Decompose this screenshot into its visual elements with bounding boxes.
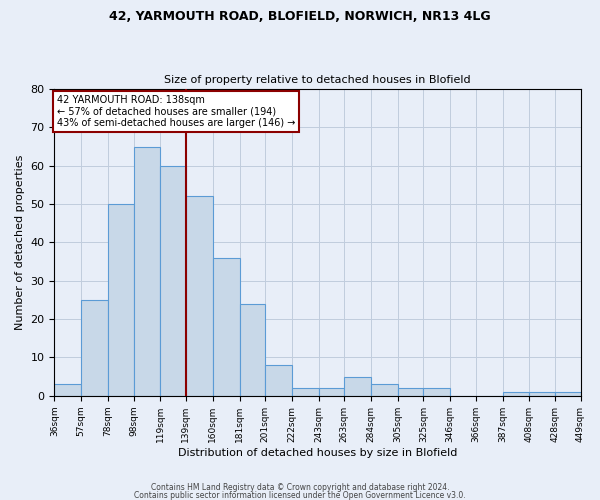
Bar — [344, 376, 371, 396]
Bar — [134, 146, 160, 396]
X-axis label: Distribution of detached houses by size in Blofield: Distribution of detached houses by size … — [178, 448, 457, 458]
Text: Contains HM Land Registry data © Crown copyright and database right 2024.: Contains HM Land Registry data © Crown c… — [151, 484, 449, 492]
Bar — [265, 365, 292, 396]
Bar — [529, 392, 555, 396]
Bar — [292, 388, 319, 396]
Bar — [55, 384, 81, 396]
Bar — [213, 258, 239, 396]
Bar — [319, 388, 344, 396]
Text: Contains public sector information licensed under the Open Government Licence v3: Contains public sector information licen… — [134, 490, 466, 500]
Bar — [424, 388, 450, 396]
Bar — [371, 384, 398, 396]
Text: 42 YARMOUTH ROAD: 138sqm
← 57% of detached houses are smaller (194)
43% of semi-: 42 YARMOUTH ROAD: 138sqm ← 57% of detach… — [57, 95, 295, 128]
Bar — [81, 300, 108, 396]
Bar — [160, 166, 186, 396]
Bar — [239, 304, 265, 396]
Bar — [186, 196, 213, 396]
Bar — [108, 204, 134, 396]
Bar — [503, 392, 529, 396]
Text: 42, YARMOUTH ROAD, BLOFIELD, NORWICH, NR13 4LG: 42, YARMOUTH ROAD, BLOFIELD, NORWICH, NR… — [109, 10, 491, 23]
Title: Size of property relative to detached houses in Blofield: Size of property relative to detached ho… — [164, 76, 471, 86]
Y-axis label: Number of detached properties: Number of detached properties — [15, 155, 25, 330]
Bar — [398, 388, 424, 396]
Bar — [555, 392, 581, 396]
